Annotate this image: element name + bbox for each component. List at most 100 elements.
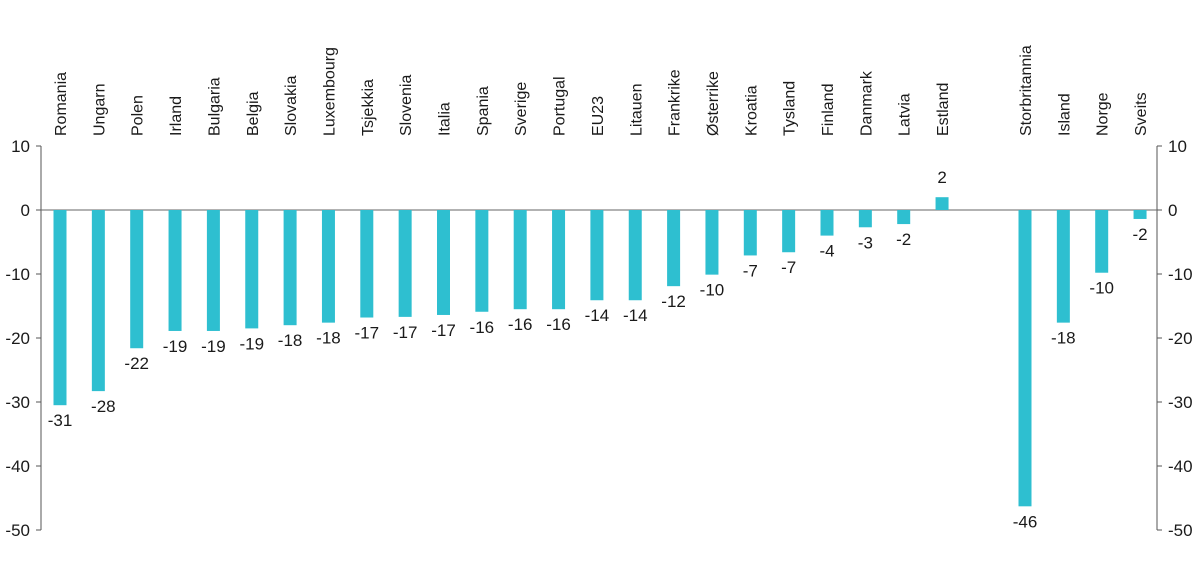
bar <box>398 210 412 317</box>
bar <box>705 210 719 275</box>
category-label: Polen <box>130 95 147 136</box>
right-tick-label: -10 <box>1168 265 1193 284</box>
value-label: -12 <box>661 292 686 311</box>
right-tick-label: -50 <box>1168 521 1193 540</box>
bar <box>590 210 604 301</box>
bar <box>53 210 67 406</box>
axes: 10 10 0 0 -10 -10 -20 -20 -30 -30 -40 -40 -50 -50 <box>5 137 1192 540</box>
value-label: -16 <box>508 315 533 334</box>
value-label: -3 <box>858 233 873 252</box>
value-label: -19 <box>239 334 264 353</box>
value-label: -10 <box>700 281 725 300</box>
right-tick-label: -40 <box>1168 457 1193 476</box>
right-tick-label: 10 <box>1168 137 1187 156</box>
category-label: Tysland <box>782 81 799 136</box>
right-tick-label: -30 <box>1168 393 1193 412</box>
value-label: -2 <box>896 230 911 249</box>
value-label: -2 <box>1132 225 1147 244</box>
bar <box>1056 210 1070 323</box>
bar <box>743 210 757 256</box>
bar <box>1095 210 1109 273</box>
value-label: -17 <box>355 324 380 343</box>
category-label: Luxembourg <box>321 47 338 136</box>
category-label: Slovenia <box>398 75 415 136</box>
category-label: Slovakia <box>283 75 300 136</box>
value-label: -18 <box>1051 329 1076 348</box>
category-label: Portugal <box>552 76 569 136</box>
value-label: -14 <box>585 306 610 325</box>
bar <box>1018 210 1032 507</box>
bar <box>628 210 642 301</box>
value-labels: -31-28-22-19 -19 -19 -18 -18 -17 -17 -17 -16 -16-… <box>48 168 1148 531</box>
category-label: Latvia <box>897 93 914 136</box>
category-label: Spania <box>475 86 492 136</box>
bar <box>245 210 259 329</box>
category-label: Island <box>1056 93 1073 136</box>
category-label: Storbritannia <box>1018 45 1035 136</box>
value-label: -14 <box>623 306 648 325</box>
bars <box>53 197 1147 507</box>
bar <box>437 210 450 315</box>
category-label: Belgia <box>245 91 262 136</box>
category-label: Finland <box>820 84 837 136</box>
bar <box>168 210 182 331</box>
value-label: -4 <box>819 242 834 261</box>
bar <box>513 210 527 310</box>
category-label: Kroatia <box>743 85 760 136</box>
category-label: Ungarn <box>91 84 108 136</box>
value-label: -18 <box>278 331 303 350</box>
value-label: -7 <box>743 261 758 280</box>
category-label: Bulgaria <box>206 77 223 136</box>
bar <box>897 210 911 225</box>
category-label: Frankrike <box>667 69 684 136</box>
value-label: -10 <box>1089 279 1114 298</box>
bar <box>1133 210 1147 219</box>
bar <box>475 210 489 312</box>
left-tick-label: -30 <box>5 393 30 412</box>
category-label: Sverige <box>513 82 530 136</box>
bar <box>91 210 105 392</box>
category-label: Litauen <box>628 84 645 137</box>
bar <box>360 210 374 318</box>
left-tick-label: -10 <box>5 265 30 284</box>
bar <box>820 210 834 236</box>
left-tick-label: 10 <box>11 137 30 156</box>
value-label: -18 <box>316 329 341 348</box>
category-label: Estland <box>935 83 952 136</box>
value-label: -16 <box>470 318 495 337</box>
left-tick-label: -50 <box>5 521 30 540</box>
value-label: -19 <box>201 337 226 356</box>
value-label: -22 <box>124 354 149 373</box>
category-label: Norge <box>1095 92 1112 136</box>
left-tick-label: -20 <box>5 329 30 348</box>
bar <box>206 210 220 331</box>
category-label: Østerrike <box>705 71 722 136</box>
bar <box>858 210 872 228</box>
value-label: -7 <box>781 258 796 277</box>
category-label: Italia <box>437 102 454 136</box>
category-label: Tsjekkia <box>360 79 377 136</box>
bar <box>321 210 335 323</box>
category-label: Romania <box>53 72 70 136</box>
category-labels: Romania Ungarn Polen Irland Bulgaria Belgia Sl… <box>53 45 1150 136</box>
value-label: -17 <box>431 321 456 340</box>
bar <box>667 210 681 287</box>
bar <box>283 210 297 326</box>
bar <box>130 210 144 349</box>
category-label: Irland <box>168 96 185 136</box>
bar <box>782 210 796 253</box>
right-tick-label: 0 <box>1168 201 1177 220</box>
value-label: -17 <box>393 323 418 342</box>
bar <box>552 210 566 310</box>
category-label: Danmark <box>858 70 875 136</box>
value-label: -16 <box>546 315 571 334</box>
right-tick-label: -20 <box>1168 329 1193 348</box>
value-label: 2 <box>937 168 946 187</box>
value-label: -28 <box>91 397 116 416</box>
left-tick-label: 0 <box>21 201 30 220</box>
value-label: -46 <box>1013 512 1038 531</box>
value-label: -31 <box>48 411 73 430</box>
category-label: Sveits <box>1133 92 1150 136</box>
bar <box>935 197 949 210</box>
